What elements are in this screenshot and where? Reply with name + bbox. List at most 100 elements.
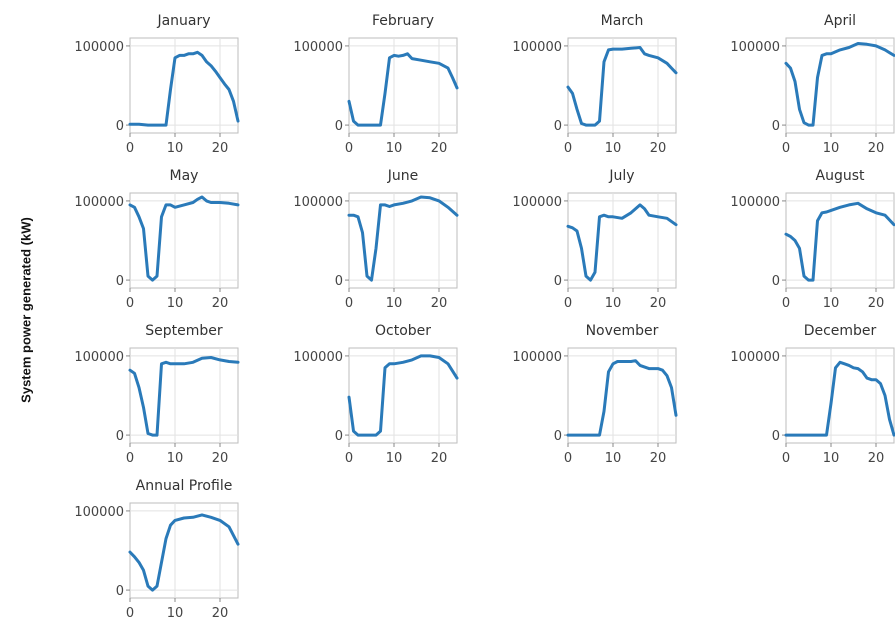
x-tick-label: 0 (782, 141, 790, 156)
y-tick-label: 100000 (293, 195, 343, 210)
subplot-11: November 0 10 20 0 100000 (512, 323, 678, 466)
x-tick-label: 20 (212, 296, 229, 311)
subplot-title: December (804, 323, 877, 339)
y-tick-label: 100000 (74, 40, 124, 55)
y-tick-label: 100000 (512, 40, 562, 55)
figure-y-axis-label: System power generated (kW) (18, 217, 34, 403)
x-tick-label: 10 (167, 296, 184, 311)
subplot-2: February 0 10 20 0 100000 (293, 13, 459, 156)
y-tick-label: 100000 (74, 195, 124, 210)
subplot-title: August (816, 168, 866, 184)
y-tick-label: 0 (772, 119, 780, 134)
plot-area (129, 192, 239, 289)
plot-area (348, 192, 458, 289)
x-tick-label: 20 (212, 141, 229, 156)
subplot-title: June (387, 168, 419, 184)
subplot-7: July 0 10 20 0 100000 (512, 168, 678, 311)
x-tick-label: 0 (126, 296, 134, 311)
x-tick-label: 0 (564, 451, 572, 466)
series-line (566, 359, 678, 437)
y-tick-label: 0 (335, 429, 343, 444)
subplot-title: October (375, 323, 431, 339)
series-line (347, 52, 459, 127)
series-line (128, 195, 240, 282)
x-tick-label: 20 (431, 451, 448, 466)
subplot-3: March 0 10 20 0 100000 (512, 13, 678, 156)
y-tick-label: 0 (554, 119, 562, 134)
y-tick-label: 100000 (512, 350, 562, 365)
x-tick-label: 10 (823, 451, 840, 466)
subplot-4: April 0 10 20 0 100000 (730, 13, 895, 156)
y-tick-label: 0 (116, 274, 124, 289)
x-tick-label: 10 (386, 141, 403, 156)
series-line (347, 195, 459, 282)
x-tick-label: 20 (868, 141, 885, 156)
subplot-title: April (824, 13, 856, 29)
x-tick-label: 10 (167, 141, 184, 156)
x-tick-label: 0 (782, 451, 790, 466)
plot-area (129, 37, 239, 134)
subplot-12: December 0 10 20 0 100000 (730, 323, 895, 466)
series-line (128, 513, 240, 592)
x-tick-label: 10 (386, 296, 403, 311)
x-tick-label: 10 (605, 451, 622, 466)
series-line (566, 46, 678, 127)
subplot-6: June 0 10 20 0 100000 (293, 168, 459, 311)
subplot-title: November (586, 323, 659, 339)
subplot-10: October 0 10 20 0 100000 (293, 323, 459, 466)
x-tick-label: 0 (345, 296, 353, 311)
y-tick-label: 100000 (74, 505, 124, 520)
x-tick-label: 20 (650, 141, 667, 156)
x-tick-label: 20 (868, 296, 885, 311)
x-tick-label: 10 (386, 451, 403, 466)
y-tick-label: 100000 (74, 350, 124, 365)
x-tick-label: 20 (431, 296, 448, 311)
series-line (128, 356, 240, 437)
y-tick-label: 0 (116, 584, 124, 599)
x-tick-label: 0 (126, 141, 134, 156)
y-tick-label: 0 (335, 119, 343, 134)
x-tick-label: 0 (564, 141, 572, 156)
y-tick-label: 100000 (730, 350, 780, 365)
subplot-5: May 0 10 20 0 100000 (74, 168, 240, 311)
subplot-8: August 0 10 20 0 100000 (730, 168, 895, 311)
y-tick-label: 0 (116, 429, 124, 444)
y-tick-label: 0 (554, 274, 562, 289)
x-tick-label: 20 (650, 451, 667, 466)
y-tick-label: 0 (554, 429, 562, 444)
y-tick-label: 100000 (293, 350, 343, 365)
x-tick-label: 0 (564, 296, 572, 311)
series-line (128, 50, 240, 127)
x-tick-label: 0 (126, 606, 134, 621)
series-line (347, 354, 459, 437)
x-tick-label: 10 (605, 141, 622, 156)
x-tick-label: 20 (650, 296, 667, 311)
subplot-title: May (170, 168, 199, 184)
subplot-title: September (145, 323, 223, 339)
y-tick-label: 0 (772, 274, 780, 289)
x-tick-label: 20 (212, 451, 229, 466)
y-tick-label: 100000 (293, 40, 343, 55)
subplot-title: February (372, 13, 434, 29)
x-tick-label: 0 (345, 451, 353, 466)
x-tick-label: 0 (782, 296, 790, 311)
x-tick-label: 20 (212, 606, 229, 621)
y-tick-label: 0 (116, 119, 124, 134)
x-tick-label: 0 (345, 141, 353, 156)
x-tick-label: 0 (126, 451, 134, 466)
subplot-title: Annual Profile (136, 478, 233, 494)
subplot-9: September 0 10 20 0 100000 (74, 323, 240, 466)
series-line (784, 201, 895, 282)
x-tick-label: 10 (167, 606, 184, 621)
x-tick-label: 20 (431, 141, 448, 156)
subplot-title: January (156, 13, 210, 29)
x-tick-label: 10 (823, 296, 840, 311)
y-tick-label: 100000 (512, 195, 562, 210)
x-tick-label: 20 (868, 451, 885, 466)
series-line (566, 203, 678, 282)
y-tick-label: 0 (335, 274, 343, 289)
x-tick-label: 10 (823, 141, 840, 156)
y-tick-label: 0 (772, 429, 780, 444)
subplot-title: March (601, 13, 644, 29)
